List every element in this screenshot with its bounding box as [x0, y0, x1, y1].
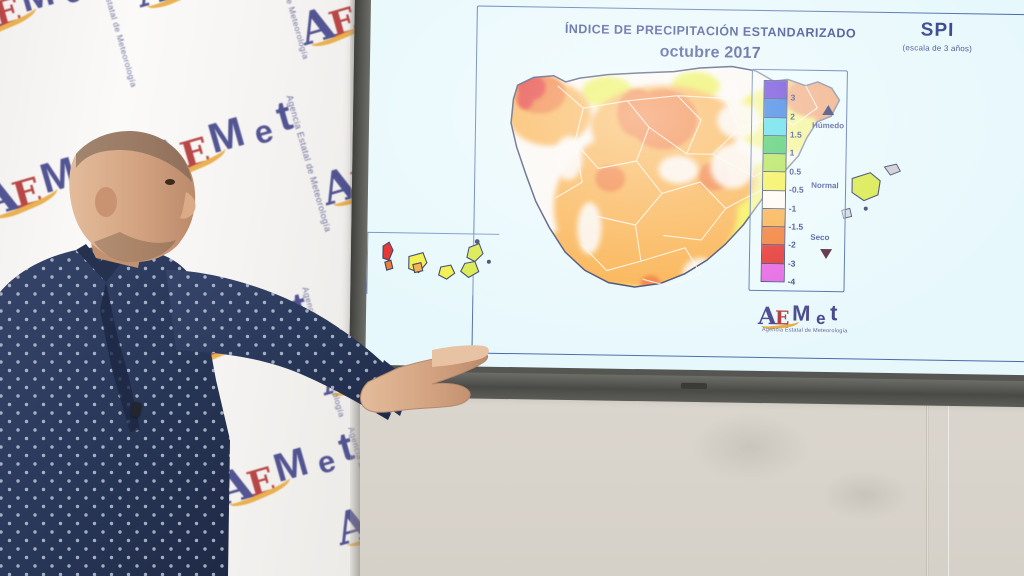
shirt-placket	[100, 282, 140, 432]
wall-panel-seam	[926, 398, 929, 576]
colorbar-tick-2: 2	[790, 111, 796, 122]
colorbar-tick--2: -2	[788, 239, 796, 250]
colorbar-tick--0.5: -0.5	[788, 184, 804, 195]
presenter-eye	[165, 179, 175, 185]
triangle-up-icon	[822, 104, 835, 116]
presenter-figure	[0, 120, 500, 576]
legend-label-normal: Normal	[811, 180, 839, 191]
pointing-finger	[432, 345, 489, 367]
colorbar-tick--3: -3	[787, 258, 796, 269]
arm-polka-dot-pattern	[166, 270, 404, 420]
colorbar-swatch-3	[763, 135, 786, 155]
colorbar-tick-0.5: 0.5	[789, 166, 802, 177]
wall-smudge	[820, 470, 910, 520]
presenter-ear	[95, 187, 117, 217]
spi-legend: 3 2 1.5 1 0.5 -0.5 -1 -1.5 -2 -3 -4 Húmedo Normal …	[748, 68, 848, 293]
presenter-nose	[180, 192, 196, 219]
colorbar-tick--4: -4	[787, 276, 796, 287]
legend-label-humedo: Húmedo	[811, 120, 845, 131]
projection-screen: - A qué zonas está afectando más? ÍNDICE…	[348, 0, 1024, 408]
balearic-islands	[841, 163, 901, 219]
triangle-down-icon	[819, 248, 833, 260]
colorbar-swatch-4	[763, 154, 786, 173]
wall-panel-seam	[948, 398, 950, 576]
logo-swoosh-icon	[0, 0, 39, 42]
logo-letter-t: t	[829, 300, 838, 326]
colorbar-swatch-9	[761, 245, 785, 265]
colorbar-tick--1: -1	[788, 202, 797, 214]
slide-logo-subtitle: Agencia Estatal de Meteorología	[761, 327, 848, 335]
presenter-hair	[76, 131, 192, 182]
legend-label-seco: Seco	[810, 232, 830, 243]
colorbar-tick--1.5: -1.5	[788, 221, 804, 232]
eyeglasses	[368, 504, 888, 576]
colorbar-swatch-7	[762, 208, 785, 228]
colorbar-swatch-10	[761, 263, 784, 282]
presenter-svg	[0, 131, 489, 576]
colorbar-swatch-6	[762, 190, 786, 210]
colorbar-tick-1: 1	[789, 147, 795, 158]
colorbar-tick-1.5: 1.5	[789, 129, 802, 140]
colorbar-swatch-1	[764, 99, 787, 118]
shirt-polka-dot-pattern	[0, 246, 230, 576]
spi-category-labels: Húmedo Normal Seco	[808, 81, 851, 284]
slide-aemet-logo: A E M e t Agencia Estatal de Meteorologí…	[758, 300, 869, 337]
presenter-beard	[94, 232, 176, 262]
spi-abbreviation-label: SPI	[920, 19, 955, 42]
presenter-head	[69, 131, 196, 263]
screen-surface: - A qué zonas está afectando más? ÍNDICE…	[365, 0, 1024, 376]
wall-smudge	[690, 412, 810, 482]
colorbar-swatch-2	[763, 117, 787, 137]
colorbar-swatch-5	[763, 172, 786, 191]
logo-letter-e2: e	[815, 308, 826, 329]
colorbar-swatch-0	[764, 81, 787, 100]
backdrop-logo-letter: e	[59, 0, 85, 11]
colorbar-tick-3: 3	[790, 92, 796, 103]
screen-sensor-icon	[680, 382, 707, 390]
colorbar-swatch-8	[762, 227, 785, 246]
backdrop-logo-subtitle: Agencia Estatal de Meteorología	[92, 0, 140, 89]
spi-colorbar	[760, 80, 788, 283]
